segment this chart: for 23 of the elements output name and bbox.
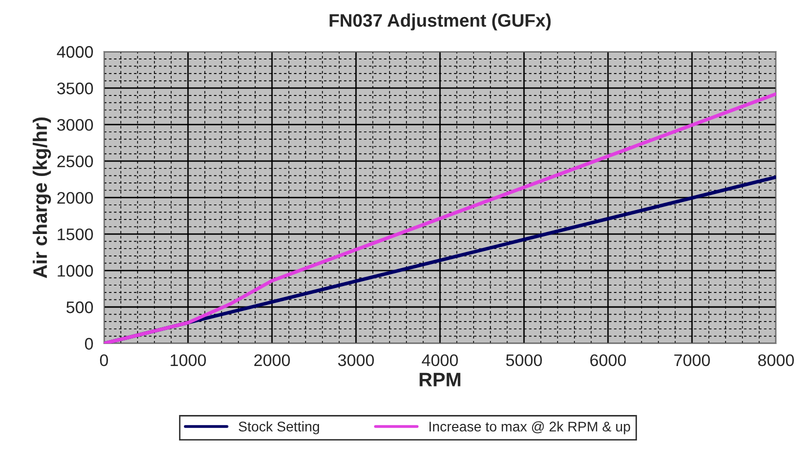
x-axis-title: RPM (420, 372, 460, 386)
x-tick-label: 3000 (338, 354, 374, 366)
x-tick-label: 0 (100, 354, 108, 366)
y-tick-label: 3000 (57, 119, 93, 131)
y-tick-label: 1000 (58, 264, 93, 277)
legend-label: Increase to max @ 2k RPM & up (430, 421, 630, 434)
y-tick-label: 1500 (58, 228, 93, 240)
x-tick-label: 1000 (170, 354, 206, 366)
y-tick-label: 2500 (57, 155, 93, 168)
x-tick-label: 8000 (758, 354, 794, 366)
chart-title: FN037 Adjustment (GUFx) (330, 14, 551, 30)
x-tick-label: 4000 (422, 354, 458, 366)
y-tick-label: 0 (84, 338, 93, 350)
x-tick-label: 5000 (506, 354, 542, 366)
x-tick-label: 7000 (674, 354, 710, 366)
y-tick-label: 3500 (57, 82, 93, 94)
y-axis-title: Air charge (kg/hr) (32, 117, 51, 278)
y-tick-label: 2000 (57, 192, 93, 204)
y-tick-label: 4000 (56, 46, 93, 58)
x-tick-label: 6000 (590, 354, 626, 366)
x-tick-label: 2000 (254, 354, 290, 366)
legend-label: Stock Setting (238, 421, 320, 434)
y-tick-label: 500 (66, 301, 93, 314)
